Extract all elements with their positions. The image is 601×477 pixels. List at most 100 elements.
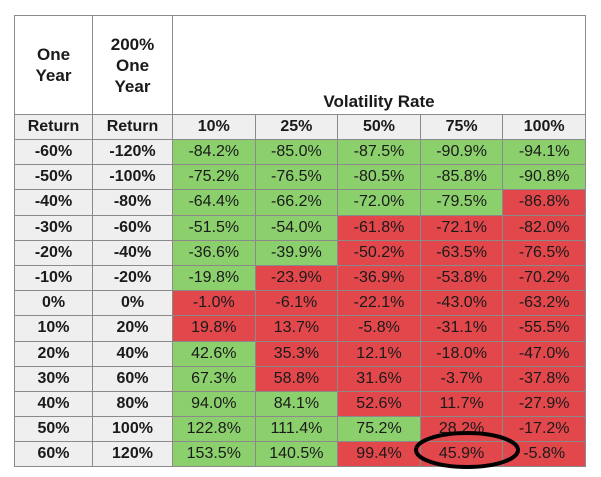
value-cell: -22.1% <box>337 290 421 317</box>
value-cell: -85.0% <box>254 138 339 166</box>
return-cell: -120% <box>92 138 173 166</box>
value-cell: -72.0% <box>337 189 421 216</box>
value-cell: -82.0% <box>502 214 586 241</box>
value-cell: 58.8% <box>254 365 339 392</box>
value-cell: 75.2% <box>337 416 421 443</box>
return-cell: 20% <box>92 315 173 342</box>
header-cell: One Year <box>14 15 93 115</box>
value-cell: -79.5% <box>419 189 504 216</box>
value-cell: -51.5% <box>172 214 256 241</box>
value-cell: -47.0% <box>502 340 586 367</box>
subheader-cell: 100% <box>502 114 586 140</box>
return-cell: -60% <box>14 138 93 166</box>
return-cell: 40% <box>14 390 93 418</box>
return-cell: 0% <box>14 290 93 317</box>
table-row: 20% 40% 42.6% 35.3% 12.1% -18.0% -47.0% <box>14 340 586 367</box>
value-cell: 94.0% <box>172 390 256 418</box>
value-cell: -63.2% <box>502 290 586 317</box>
return-cell: 0% <box>92 290 173 317</box>
table-row: 10% 20% 19.8% 13.7% -5.8% -31.1% -55.5% <box>14 315 586 342</box>
return-cell: 60% <box>14 441 93 468</box>
value-cell: 19.8% <box>172 315 256 342</box>
return-cell: -20% <box>14 239 93 266</box>
value-cell: -94.1% <box>502 138 586 166</box>
value-cell: -5.8% <box>337 315 421 342</box>
value-cell: 42.6% <box>172 340 256 367</box>
return-cell: 30% <box>14 365 93 392</box>
value-cell: -90.9% <box>419 138 504 166</box>
return-cell: 100% <box>92 416 173 443</box>
value-cell: 35.3% <box>254 340 339 367</box>
value-cell: -76.5% <box>254 164 339 191</box>
value-cell: -85.8% <box>419 164 504 191</box>
return-cell: 10% <box>14 315 93 342</box>
value-cell: -31.1% <box>419 315 504 342</box>
table-row: -40% -80% -64.4% -66.2% -72.0% -79.5% -86.8% <box>14 189 586 216</box>
table-row: 40% 80% 94.0% 84.1% 52.6% 11.7% -27.9% <box>14 390 586 418</box>
return-cell: -80% <box>92 189 173 216</box>
value-cell: -3.7% <box>419 365 504 392</box>
value-cell: -54.0% <box>254 214 339 241</box>
value-cell: 12.1% <box>337 340 421 367</box>
subheader-cell: 10% <box>172 114 256 140</box>
table-body: -60% -120% -84.2% -85.0% -87.5% -90.9% -94.1% -… <box>14 138 586 468</box>
table-row: 50% 100% 122.8% 111.4% 75.2% 28.2% -17.2% <box>14 416 586 443</box>
return-cell: -10% <box>14 264 93 292</box>
value-cell: -27.9% <box>502 390 586 418</box>
return-cell: -20% <box>92 264 173 292</box>
value-cell: -37.8% <box>502 365 586 392</box>
value-cell: -87.5% <box>337 138 421 166</box>
table-row: -50% -100% -75.2% -76.5% -80.5% -85.8% -90.8% <box>14 164 586 191</box>
table-row: -10% -20% -19.8% -23.9% -36.9% -53.8% -70.2% <box>14 264 586 292</box>
return-cell: 40% <box>92 340 173 367</box>
value-cell: -80.5% <box>337 164 421 191</box>
return-cell: -60% <box>92 214 173 241</box>
value-cell: -36.9% <box>337 264 421 292</box>
return-cell: 60% <box>92 365 173 392</box>
value-cell: -55.5% <box>502 315 586 342</box>
value-cell: 153.5% <box>172 441 256 468</box>
return-cell: -40% <box>14 189 93 216</box>
value-cell: -72.1% <box>419 214 504 241</box>
subheader-cell: 25% <box>254 114 339 140</box>
return-cell: 20% <box>14 340 93 367</box>
value-cell: -1.0% <box>172 290 256 317</box>
value-cell: -43.0% <box>419 290 504 317</box>
value-cell: -90.8% <box>502 164 586 191</box>
table-row: 30% 60% 67.3% 58.8% 31.6% -3.7% -37.8% <box>14 365 586 392</box>
header-cell: Volatility Rate <box>172 15 586 115</box>
header-cell: 200% One Year <box>92 15 173 115</box>
value-cell: 13.7% <box>254 315 339 342</box>
return-cell: 120% <box>92 441 173 468</box>
value-cell: -6.1% <box>254 290 339 317</box>
subheader-cell: Return <box>92 114 173 140</box>
value-cell: 45.9% <box>419 441 504 468</box>
subheader-cell: Return <box>14 114 93 140</box>
return-cell: -40% <box>92 239 173 266</box>
table-row: -60% -120% -84.2% -85.0% -87.5% -90.9% -94.1% <box>14 138 586 166</box>
table-row: 0% 0% -1.0% -6.1% -22.1% -43.0% -63.2% <box>14 290 586 317</box>
value-cell: -61.8% <box>337 214 421 241</box>
return-cell: 80% <box>92 390 173 418</box>
value-cell: 11.7% <box>419 390 504 418</box>
value-cell: 84.1% <box>254 390 339 418</box>
value-cell: 111.4% <box>254 416 339 443</box>
value-cell: -63.5% <box>419 239 504 266</box>
return-cell: -30% <box>14 214 93 241</box>
value-cell: -75.2% <box>172 164 256 191</box>
volatility-table: One Year 200% One Year Volatility Rate R… <box>14 15 586 468</box>
return-cell: -100% <box>92 164 173 191</box>
table-row: -20% -40% -36.6% -39.9% -50.2% -63.5% -76.5% <box>14 239 586 266</box>
value-cell: -70.2% <box>502 264 586 292</box>
value-cell: -23.9% <box>254 264 339 292</box>
value-cell: -39.9% <box>254 239 339 266</box>
value-cell: -18.0% <box>419 340 504 367</box>
subheader-row: Return Return 10% 25% 50% 75% 100% <box>14 114 586 140</box>
value-cell: -66.2% <box>254 189 339 216</box>
value-cell: -5.8% <box>502 441 586 468</box>
value-cell: -17.2% <box>502 416 586 443</box>
value-cell: 52.6% <box>337 390 421 418</box>
subheader-cell: 75% <box>419 114 504 140</box>
value-cell: -76.5% <box>502 239 586 266</box>
